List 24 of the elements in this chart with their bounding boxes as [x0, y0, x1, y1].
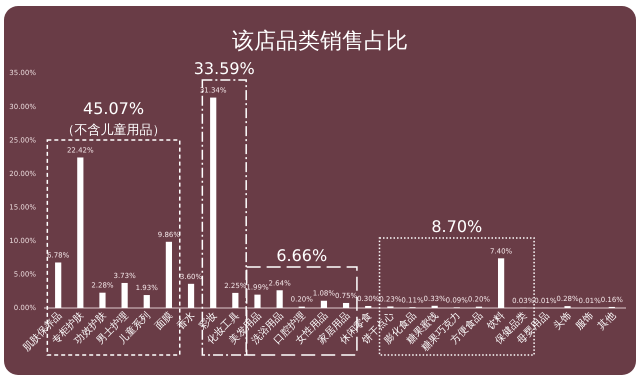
bar	[498, 258, 504, 308]
bar	[188, 284, 194, 308]
bar	[144, 295, 150, 308]
annotation: 33.59%	[194, 59, 255, 78]
bar	[55, 262, 62, 308]
bar	[232, 292, 238, 308]
bar	[99, 292, 106, 308]
bar	[122, 282, 128, 308]
bar	[320, 300, 328, 308]
bar	[166, 242, 172, 308]
x-tick-label: 面膜	[152, 310, 176, 332]
bar	[276, 290, 283, 308]
annotation: 45.07%	[83, 99, 144, 118]
annotation: （不含儿童用品）	[62, 122, 166, 138]
annotation: 8.70%	[431, 217, 482, 236]
annotation: 6.66%	[276, 246, 328, 265]
bar	[210, 98, 216, 308]
bar	[77, 157, 84, 308]
bar	[254, 294, 261, 308]
x-tick-label: 头饰	[551, 310, 574, 332]
bar	[342, 302, 350, 308]
x-tick-label: 服饰	[573, 310, 596, 332]
chart-title: 该店品类销售占比	[232, 29, 408, 54]
x-tick-label: 其他	[595, 310, 618, 332]
